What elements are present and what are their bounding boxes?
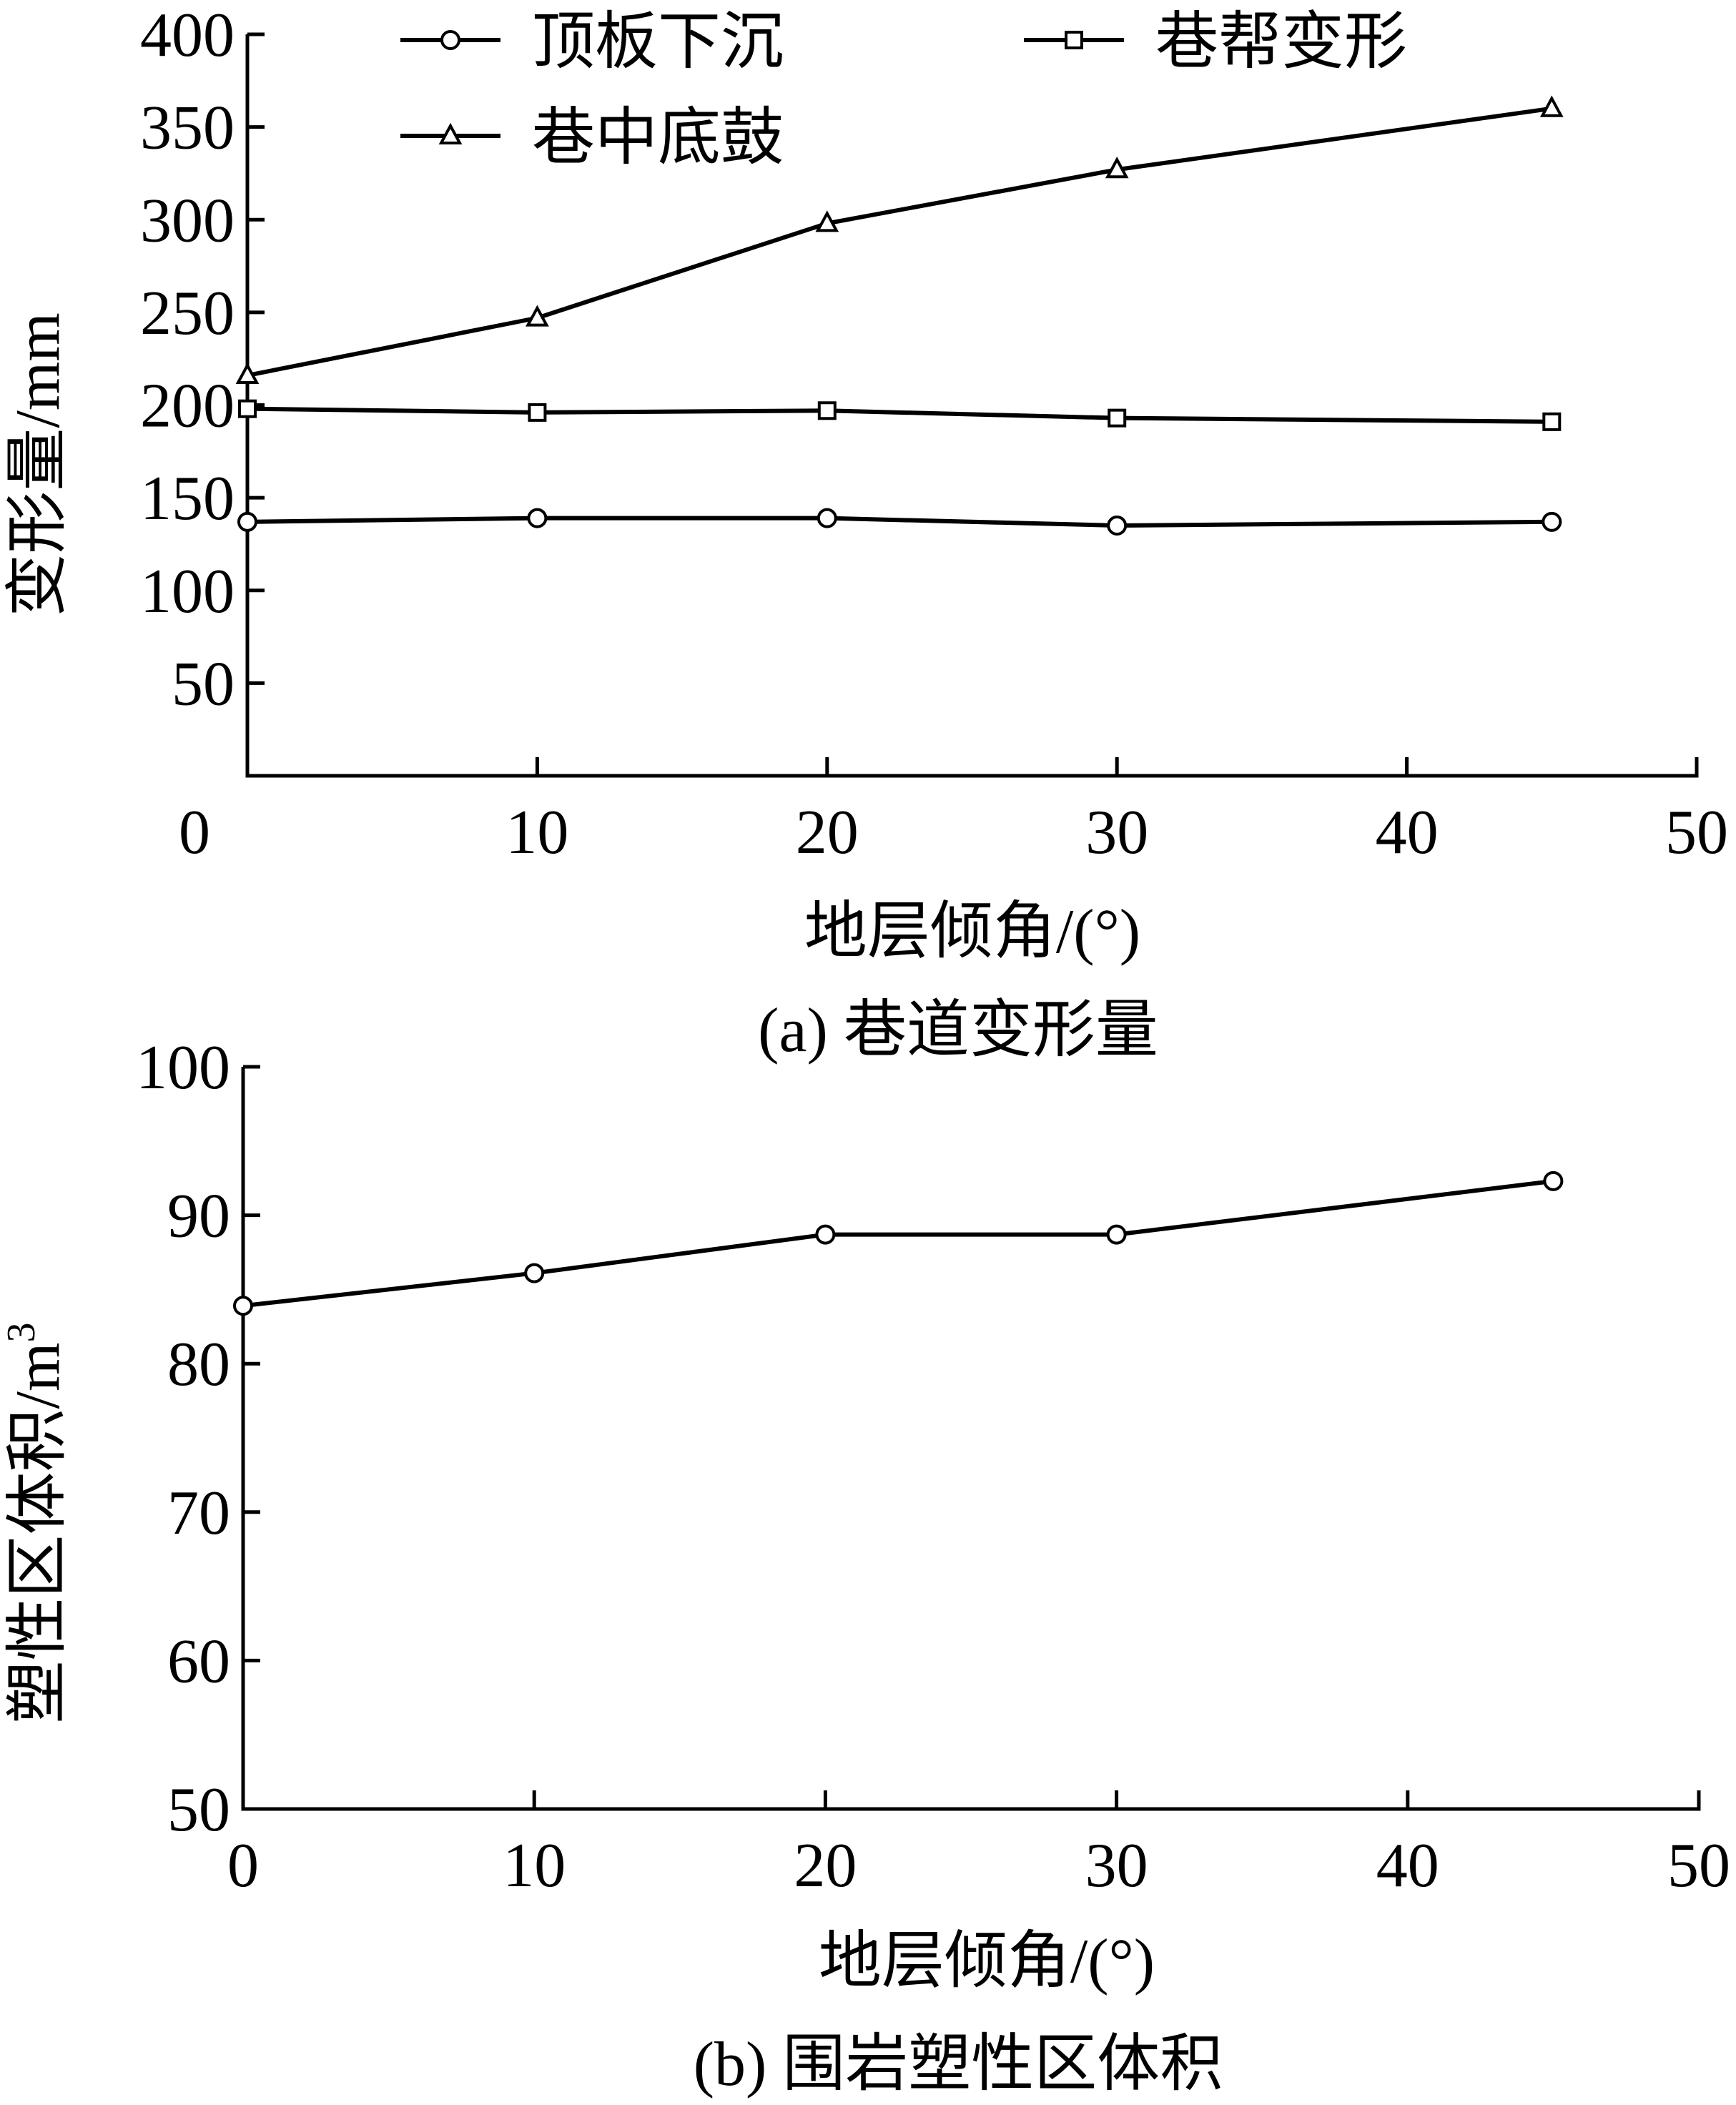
chart-0-series-0-point [817, 508, 837, 528]
chart-deformation: 50 100 150 200 250 300 350 400 0 10 20 30 40 50 顶板下沉… [4, 1, 1728, 1065]
chart-a-y-axis-title: 变形量/mm [4, 312, 73, 616]
chart-1-series-0-point [1106, 1224, 1127, 1245]
chart-1-x-tick-label: 50 [1667, 1831, 1730, 1901]
chart-a-caption: (a) 巷道变形量 [758, 996, 1158, 1065]
chart-1-x-tick-label: 10 [503, 1831, 566, 1901]
chart-0-series-1-point [817, 401, 837, 420]
chart-1-y-tick-label: 70 [167, 1479, 230, 1548]
legend-1-label: 巷帮变形 [1155, 8, 1407, 77]
chart-b-y-axis-title: 塑性区体积/m3 [0, 1323, 73, 1724]
chart-0-series-1-point [1542, 412, 1562, 431]
chart-0-series-0-point [527, 508, 548, 528]
legend-1-marker [1065, 31, 1083, 49]
chart-0-series-2-point [526, 305, 549, 327]
chart-1-series-0-point [815, 1224, 836, 1245]
chart-1-y-tick-label: 80 [167, 1330, 230, 1399]
chart-0-y-tick-label: 100 [140, 557, 235, 626]
chart-0-series-1-point [528, 403, 547, 422]
chart-0-series-0-point [1107, 516, 1128, 536]
chart-1-series-0-point [524, 1263, 545, 1283]
chart-0-x-tick-label: 0 [179, 798, 210, 867]
chart-0-y-tick-label: 350 [140, 94, 235, 163]
chart-0-y-tick-label: 250 [140, 279, 235, 348]
legend-2-marker [438, 122, 463, 144]
chart-0-series-2-point [235, 362, 260, 385]
chart-b-y-axis-title-sup: 3 [0, 1323, 44, 1343]
chart-plastic-zone: 50 60 70 80 90 100 0 10 20 30 40 50 地层倾角/(°) 塑性区体积… [0, 1033, 1730, 2099]
chart-1-x-tick-label: 20 [794, 1831, 857, 1901]
chart-0-y-tick-label: 400 [140, 1, 235, 70]
chart-0-y-tick-label: 300 [140, 186, 235, 255]
chart-b-y-axis-title-text: 塑性区体积/m [4, 1343, 73, 1724]
chart-1-y-tick-label: 50 [167, 1775, 230, 1845]
chart-0-x-tick-label: 10 [505, 798, 568, 867]
chart-0-series-0-point [1542, 511, 1562, 532]
chart-a-y-ticks: 50 100 150 200 250 300 350 400 [140, 1, 265, 719]
chart-0-series-2-point [815, 210, 839, 232]
legend-0-marker [440, 30, 460, 50]
chart-1-y-tick-label: 60 [167, 1627, 230, 1696]
chart-b-x-ticks: 0 10 20 30 40 50 [227, 1790, 1730, 1901]
chart-0-y-tick-label: 200 [140, 372, 235, 441]
chart-0-x-tick-label: 50 [1665, 798, 1728, 867]
chart-1-y-tick-label: 100 [136, 1033, 230, 1103]
chart-0-series-1-point [238, 399, 257, 418]
chart-b-y-ticks: 50 60 70 80 90 100 [136, 1033, 260, 1845]
chart-0-series-2-point [1105, 157, 1129, 179]
chart-b-axes [241, 1067, 1701, 1811]
chart-b-x-axis-title: 地层倾角/(°) [819, 1927, 1155, 1996]
chart-b-caption: (b) 围岩塑性区体积 [694, 2030, 1223, 2099]
chart-a-x-ticks: 0 10 20 30 40 50 [179, 757, 1728, 867]
chart-a-x-axis-title: 地层倾角/(°) [804, 897, 1140, 967]
chart-1-x-tick-label: 40 [1376, 1831, 1439, 1901]
chart-0-series-0-point [237, 511, 257, 532]
chart-0-series-1-point [1108, 408, 1127, 428]
chart-1-series-0-point [1543, 1170, 1564, 1191]
chart-1-axis-lines [241, 1067, 1701, 1811]
chart-1-x-tick-label: 0 [227, 1831, 259, 1901]
chart-0-series-2-point [1539, 95, 1564, 117]
legend-2-label: 巷中底鼓 [532, 104, 784, 173]
chart-b-series [233, 1170, 1564, 1316]
chart-1-y-tick-label: 90 [167, 1182, 230, 1251]
chart-1-series-0-point [233, 1296, 253, 1316]
legend-0-label: 顶板下沉 [532, 8, 784, 77]
chart-0-x-tick-label: 30 [1085, 798, 1148, 867]
chart-a-series [235, 95, 1564, 536]
chart-0-x-tick-label: 40 [1376, 798, 1439, 867]
chart-0-y-tick-label: 150 [140, 464, 235, 533]
chart-0-y-tick-label: 50 [172, 649, 235, 719]
chart-0-x-tick-label: 20 [796, 798, 859, 867]
chart-1-x-tick-label: 30 [1085, 1831, 1148, 1901]
